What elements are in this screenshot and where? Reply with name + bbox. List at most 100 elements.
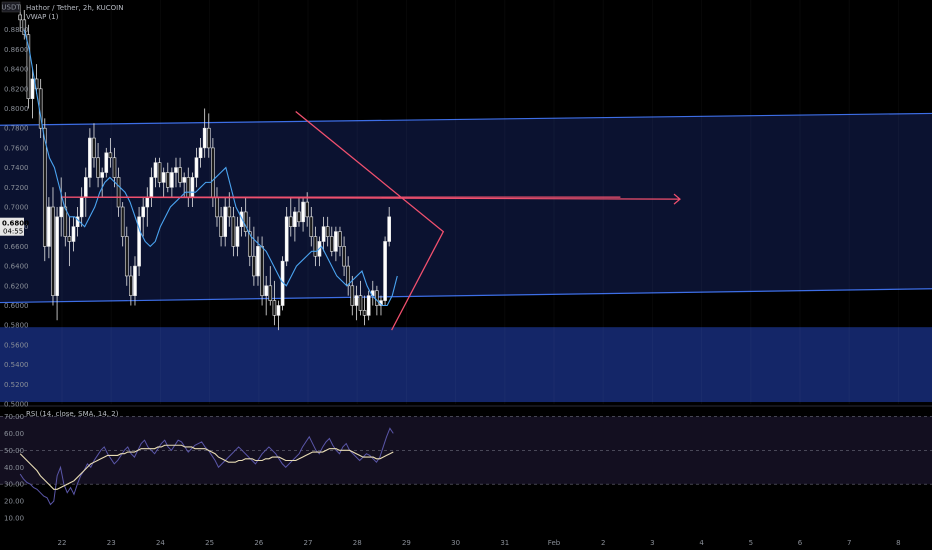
candle-body [375, 290, 379, 306]
rsi-tick-label: 10.00 [4, 515, 24, 523]
candle-body [329, 236, 334, 252]
candle-body [321, 226, 326, 242]
candle-body [67, 236, 72, 242]
x-tick-label: 23 [107, 539, 116, 547]
last-price-countdown: 04:55 [3, 228, 23, 236]
candle-body [260, 246, 264, 296]
candle-body [178, 167, 182, 183]
candle-body [170, 172, 174, 188]
price-tick-label: 0.7800 [4, 125, 29, 133]
candle-body [342, 246, 346, 267]
rsi-tick-label: 70.00 [4, 413, 24, 421]
candle-body [383, 241, 387, 301]
rsi-tick-label: 30.00 [4, 481, 24, 489]
candle-body [145, 196, 150, 208]
x-tick-label: Feb [548, 539, 561, 547]
candle-body [211, 147, 215, 198]
candle-body [42, 127, 47, 247]
candle-body [198, 147, 203, 159]
candle-body [247, 231, 252, 257]
chart-title: Hathor / Tether, 2h, KUCOIN [26, 4, 123, 12]
candle-body [358, 295, 363, 311]
price-tick-label: 0.6000 [4, 302, 29, 310]
candle-body [334, 231, 338, 252]
candle-body [161, 172, 166, 183]
candle-body [137, 216, 141, 267]
x-tick-label: 6 [798, 539, 803, 547]
candle-body [366, 295, 371, 316]
price-tick-label: 0.8000 [4, 105, 29, 113]
price-tick-label: 0.8600 [4, 46, 29, 54]
resistance-line [65, 196, 681, 200]
price-tick-label: 0.8400 [4, 66, 29, 74]
x-tick-label: 25 [205, 539, 214, 547]
candle-body [227, 206, 232, 218]
x-tick-label: 26 [254, 539, 263, 547]
x-tick-label: 2 [601, 539, 605, 547]
candle-body [22, 19, 27, 35]
candle-body [350, 285, 355, 306]
price-tick-label: 0.7600 [4, 144, 29, 152]
overlay-layer [23, 29, 681, 331]
candle-body [124, 236, 129, 277]
price-tick-label: 0.6200 [4, 282, 29, 290]
candle-body [141, 206, 145, 218]
candle-body [194, 157, 199, 178]
candle-body [276, 305, 281, 316]
price-tick-label: 0.7200 [4, 184, 29, 192]
candle-body [129, 275, 133, 296]
candle-body [252, 255, 256, 277]
candle-body [190, 177, 195, 198]
axis-layer: 0.8800 0.8600 0.8400 0.8200 0.8000 0.7800 0.76… [0, 1, 901, 547]
candle-body [186, 177, 191, 198]
candle-body [346, 265, 350, 287]
candle-body [313, 236, 318, 257]
candle-body [206, 127, 211, 149]
candle-body [202, 127, 207, 149]
candle-body [153, 162, 158, 178]
candle-body [223, 206, 227, 237]
rsi-legend: RSI (14, close, SMA, 14, 2) [26, 410, 119, 418]
candle-body [215, 196, 219, 218]
price-tick-label: 0.7000 [4, 204, 29, 212]
candle-body [264, 285, 268, 296]
price-tick-label: 0.5400 [4, 361, 29, 369]
x-tick-label: 29 [402, 539, 411, 547]
candles-layer [18, 5, 391, 331]
resistance-arrowhead [673, 193, 681, 205]
price-tick-label: 0.6600 [4, 243, 29, 251]
candle-body [59, 206, 63, 218]
rsi-pane [0, 405, 932, 506]
candle-body [104, 152, 109, 173]
candle-body [63, 206, 68, 237]
candle-body [92, 137, 96, 159]
x-tick-label: 8 [896, 539, 900, 547]
x-tick-label: 28 [353, 539, 362, 547]
candle-body [100, 172, 104, 178]
x-tick-label: 31 [500, 539, 509, 547]
price-tick-label: 0.8200 [4, 85, 29, 93]
demand-zone [0, 327, 932, 403]
candle-body [231, 216, 236, 247]
candle-body [71, 226, 76, 242]
candle-body [301, 201, 305, 223]
candle-body [55, 216, 59, 296]
candle-body [338, 231, 342, 247]
candle-body [268, 285, 273, 301]
candle-body [354, 295, 359, 306]
rsi-tick-label: 20.00 [4, 498, 24, 506]
x-tick-label: 27 [304, 539, 313, 547]
candle-body [362, 310, 367, 316]
last-price-value: 0.6800 [2, 220, 29, 228]
candle-body [325, 226, 330, 237]
price-tick-label: 0.8800 [4, 26, 29, 34]
candle-body [26, 34, 31, 99]
rsi-sma-line [19, 444, 394, 490]
price-tick-label: 0.5000 [4, 401, 29, 409]
x-tick-label: 30 [451, 539, 460, 547]
price-tick-label: 0.5200 [4, 381, 29, 389]
demand-zone-layer [0, 327, 932, 403]
candle-body [120, 206, 125, 237]
candle-body [219, 216, 223, 237]
candle-body [239, 211, 244, 228]
